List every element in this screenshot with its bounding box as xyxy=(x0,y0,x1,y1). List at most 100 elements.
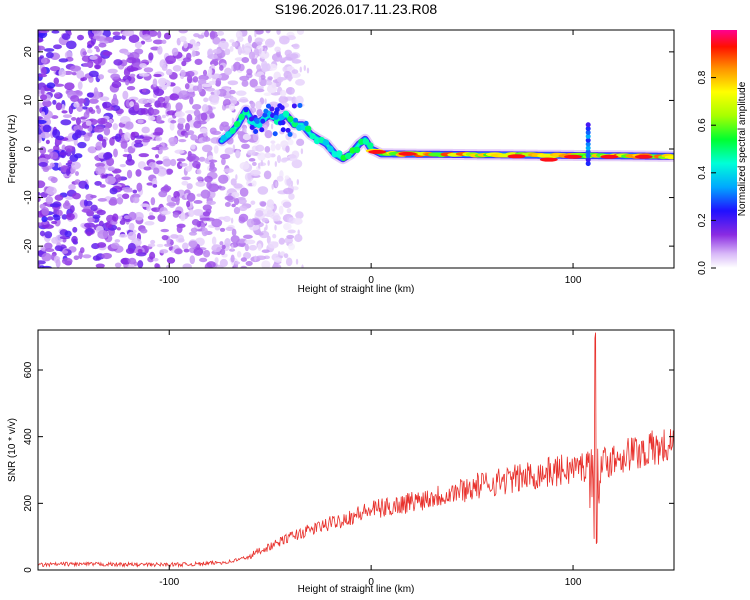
noise-speckle xyxy=(38,180,46,189)
noise-speckle xyxy=(219,241,224,246)
noise-speckle xyxy=(272,215,281,222)
noise-streak xyxy=(259,48,262,55)
noise-speckle xyxy=(114,174,122,183)
noise-speckle xyxy=(146,182,154,186)
noise-speckle xyxy=(110,242,120,249)
noise-speckle xyxy=(135,169,142,177)
noise-speckle xyxy=(169,93,180,101)
noise-speckle xyxy=(191,218,200,226)
noise-speckle xyxy=(242,133,251,141)
noise-speckle xyxy=(271,81,277,89)
noise-speckle xyxy=(53,214,61,221)
spike-feature xyxy=(585,122,591,128)
noise-speckle xyxy=(151,207,157,212)
noise-speckle xyxy=(128,67,139,72)
noise-speckle xyxy=(92,35,101,40)
noise-speckle xyxy=(103,127,111,136)
noise-speckle xyxy=(143,103,152,108)
noise-speckle xyxy=(178,238,185,243)
noise-speckle xyxy=(95,141,103,151)
noise-speckle xyxy=(181,180,189,186)
noise-speckle xyxy=(186,192,196,202)
noise-speckle xyxy=(119,163,126,168)
noise-speckle xyxy=(189,255,196,265)
noise-speckle xyxy=(94,162,106,168)
noise-streak xyxy=(254,255,257,262)
noise-speckle xyxy=(239,187,249,197)
noise-streak xyxy=(263,226,267,233)
colorbar-tick-label: 0.8 xyxy=(697,70,708,84)
noise-speckle xyxy=(264,152,272,159)
noise-speckle xyxy=(260,74,266,80)
noise-speckle xyxy=(200,112,208,121)
noise-speckle xyxy=(75,90,80,94)
noise-speckle xyxy=(176,158,186,162)
ridge-blob xyxy=(336,150,343,157)
noise-speckle xyxy=(276,30,281,35)
noise-speckle xyxy=(220,153,231,160)
noise-speckle xyxy=(166,168,174,175)
noise-speckle xyxy=(109,196,117,204)
noise-speckle xyxy=(238,99,249,103)
snr-ticks: -100 0 100 0 200 400 600 xyxy=(23,330,674,588)
noise-speckle xyxy=(125,121,134,130)
noise-speckle xyxy=(168,136,178,145)
noise-streak xyxy=(274,224,277,231)
noise-streak xyxy=(303,64,306,71)
noise-speckle xyxy=(202,204,212,211)
noise-speckle xyxy=(160,228,169,233)
noise-speckle xyxy=(188,209,195,218)
noise-speckle xyxy=(191,50,196,58)
noise-speckle xyxy=(225,226,234,232)
noise-speckle xyxy=(146,204,151,212)
ridge-blob xyxy=(362,138,370,145)
noise-speckle xyxy=(148,52,154,61)
noise-speckle xyxy=(143,166,152,171)
noise-speckle xyxy=(127,264,135,268)
noise-speckle xyxy=(50,176,58,184)
noise-speckle xyxy=(224,67,232,76)
noise-speckle xyxy=(161,210,171,215)
noise-streak xyxy=(274,160,278,167)
noise-speckle xyxy=(80,77,85,82)
noise-speckle xyxy=(191,104,202,110)
noise-speckle xyxy=(212,48,222,54)
noise-speckle xyxy=(211,96,219,104)
noise-speckle xyxy=(266,199,275,208)
noise-streak xyxy=(231,65,234,72)
noise-speckle xyxy=(170,234,179,239)
noise-speckle xyxy=(293,217,303,225)
noise-speckle xyxy=(42,124,52,133)
noise-speckle xyxy=(184,122,190,132)
noise-speckle xyxy=(166,257,176,264)
noise-speckle xyxy=(64,230,72,238)
noise-speckle xyxy=(113,59,123,66)
noise-speckle xyxy=(158,190,168,198)
noise-speckle xyxy=(264,145,271,153)
noise-streak xyxy=(300,148,304,155)
noise-speckle xyxy=(55,102,62,111)
noise-speckle xyxy=(77,34,84,41)
noise-speckle xyxy=(114,133,122,143)
noise-speckle xyxy=(132,196,140,204)
noise-speckle xyxy=(174,248,183,255)
noise-speckle xyxy=(140,228,148,234)
noise-speckle xyxy=(184,83,190,90)
noise-speckle xyxy=(163,32,171,40)
noise-streak xyxy=(271,183,274,190)
noise-speckle xyxy=(61,110,68,114)
spectrogram-ytick-label: 0 xyxy=(23,146,34,152)
noise-speckle xyxy=(137,248,143,253)
noise-speckle xyxy=(280,140,289,148)
snr-xtick-label: 0 xyxy=(368,577,374,588)
noise-speckle xyxy=(257,232,264,236)
noise-speckle xyxy=(51,30,60,34)
noise-speckle xyxy=(295,211,304,220)
noise-speckle xyxy=(157,168,167,177)
noise-speckle xyxy=(97,230,109,239)
noise-speckle xyxy=(116,227,121,231)
colorbar-tick-label: 0.4 xyxy=(697,165,708,179)
noise-speckle xyxy=(140,108,149,115)
noise-speckle xyxy=(153,88,165,96)
noise-speckle xyxy=(273,257,282,263)
